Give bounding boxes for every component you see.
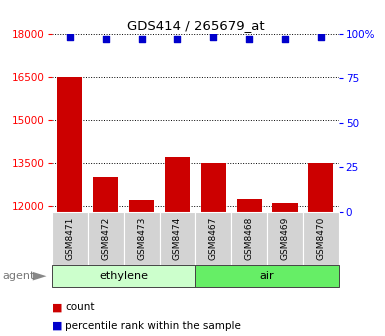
Text: air: air [260,271,275,281]
Text: GSM8471: GSM8471 [65,217,74,260]
Point [67,35,73,40]
FancyBboxPatch shape [52,265,195,287]
Text: ■: ■ [52,302,62,312]
Text: GSM8469: GSM8469 [281,217,290,260]
FancyBboxPatch shape [52,212,88,265]
Point [210,35,216,40]
FancyBboxPatch shape [267,212,303,265]
FancyBboxPatch shape [231,212,267,265]
Bar [237,199,262,212]
FancyBboxPatch shape [195,265,339,287]
Point [246,36,252,42]
Bar [273,203,298,212]
FancyBboxPatch shape [88,212,124,265]
Text: GSM8470: GSM8470 [316,217,325,260]
Title: GDS414 / 265679_at: GDS414 / 265679_at [127,19,264,33]
Text: agent: agent [2,271,34,281]
Text: GSM8473: GSM8473 [137,217,146,260]
Bar [93,177,118,212]
Bar [308,163,333,212]
Text: GSM8472: GSM8472 [101,217,110,260]
FancyBboxPatch shape [159,212,195,265]
Bar [129,200,154,212]
Point [103,36,109,42]
Bar [57,77,82,212]
Point [282,36,288,42]
Bar [165,157,190,212]
Text: GSM8474: GSM8474 [173,217,182,260]
Bar [201,163,226,212]
Text: ■: ■ [52,321,62,331]
Text: percentile rank within the sample: percentile rank within the sample [65,321,241,331]
Text: count: count [65,302,95,312]
Polygon shape [33,272,47,281]
Point [139,36,145,42]
Text: ethylene: ethylene [99,271,148,281]
Point [174,36,181,42]
FancyBboxPatch shape [303,212,339,265]
FancyBboxPatch shape [195,212,231,265]
Text: GSM8467: GSM8467 [209,217,218,260]
Point [318,35,324,40]
FancyBboxPatch shape [124,212,159,265]
Text: GSM8468: GSM8468 [244,217,254,260]
